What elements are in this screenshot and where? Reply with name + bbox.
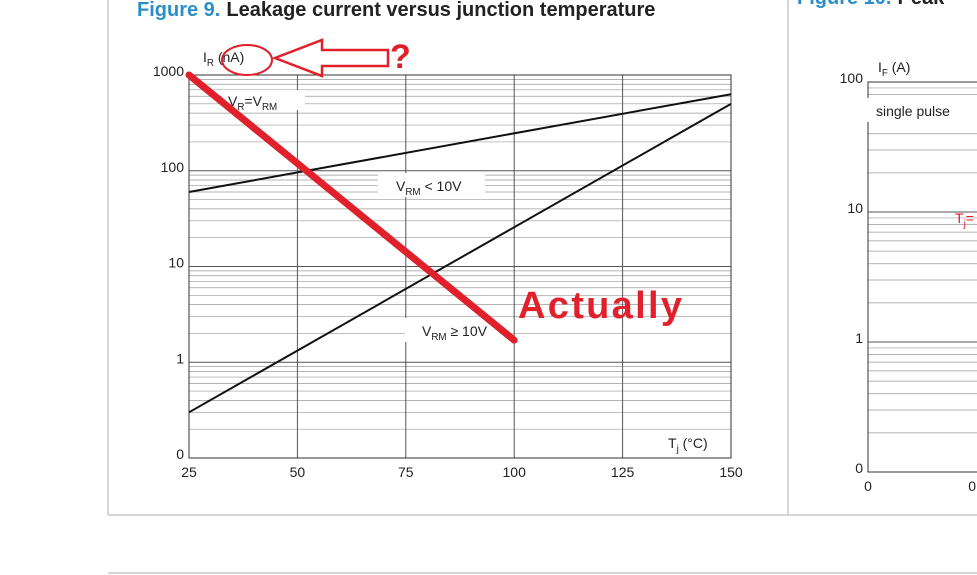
condition-label: single pulse [876,103,950,119]
y-tick-label: 100 [161,159,185,175]
y-axis-label-part: F [882,68,888,79]
y-axis-label-part: I [878,59,882,75]
condition-label-part: V [228,93,238,109]
condition-label: VR=VRM [228,93,277,113]
annotation-note: Actually [518,285,682,327]
x-axis-label-part: T [668,435,677,451]
curve-label: VRM < 10V [396,178,462,198]
plot-frame [188,74,732,459]
x-tick-label: 100 [503,464,527,480]
x-axis-label: Tj (°C) [668,435,708,455]
y-axis-label-part: (A) [888,59,911,75]
y-tick-label: 0 [855,460,863,476]
x-tick-label: 25 [181,464,197,480]
x-axis-label-part: j [676,444,679,455]
condition-label-box [866,98,977,122]
figure-title: Figure 9. Leakage current versus junction… [137,0,655,21]
y-axis-label-part: (nA) [214,49,244,65]
x-tick-label: 150 [719,464,743,480]
y-tick-label: 100 [840,70,864,86]
x-tick-label: 125 [611,464,635,480]
y-axis-label-part: R [207,58,214,69]
x-axis-label-part: (°C) [679,435,708,451]
condition-label-part: RM [262,102,277,113]
y-tick-label: 1 [176,350,184,366]
curve-label: VRM ≥ 10V [422,323,488,343]
condition-label-part: single pulse [876,103,950,119]
curve-label-box [405,318,500,342]
red-label-part: = [966,210,974,226]
figure-title: Figure 10. Peak [797,0,945,9]
curve-label-part: RM [431,332,446,343]
x-tick-label: 0.5 [968,478,977,494]
red-label: Tj= [955,210,974,230]
y-axis-label-part: I [203,49,207,65]
charts: Figure 9. Leakage current versus junction… [137,0,977,494]
annotation-line [185,71,518,344]
y-axis-label: IF (A) [878,59,910,79]
annotation-question: ? [390,38,411,76]
data-line [188,93,732,193]
y-tick-label: 10 [168,255,184,271]
x-tick-label: 0 [864,478,872,494]
annotation-circle [221,44,273,76]
y-tick-label: 10 [847,200,863,216]
x-tick-label: 75 [398,464,414,480]
curve-label-box [378,173,485,197]
x-tick-label: 50 [290,464,306,480]
figure-number: Figure 10. [797,0,891,9]
data-line [188,102,732,414]
condition-label-part: =V [244,93,262,109]
plot-frame [867,81,977,473]
condition-label-part: R [237,102,244,113]
figure-title-text: Leakage current versus junction temperat… [226,0,655,21]
figure-number: Figure 9. [137,0,220,21]
curve-label-part: V [396,178,406,194]
y-tick-label: 1 [855,330,863,346]
condition-label-box [222,90,305,110]
red-label-part: T [955,210,964,226]
curve-label-part: < 10V [421,178,463,194]
figure-title-text: Peak [897,0,945,9]
y-tick-label: 1000 [153,63,184,79]
red-label-part: j [963,219,966,230]
curve-label-part: V [422,323,432,339]
annotation-arrow [271,38,390,78]
curve-label-part: ≥ 10V [447,323,488,339]
y-tick-label: 0 [176,446,184,462]
curve-label-part: RM [405,187,420,198]
